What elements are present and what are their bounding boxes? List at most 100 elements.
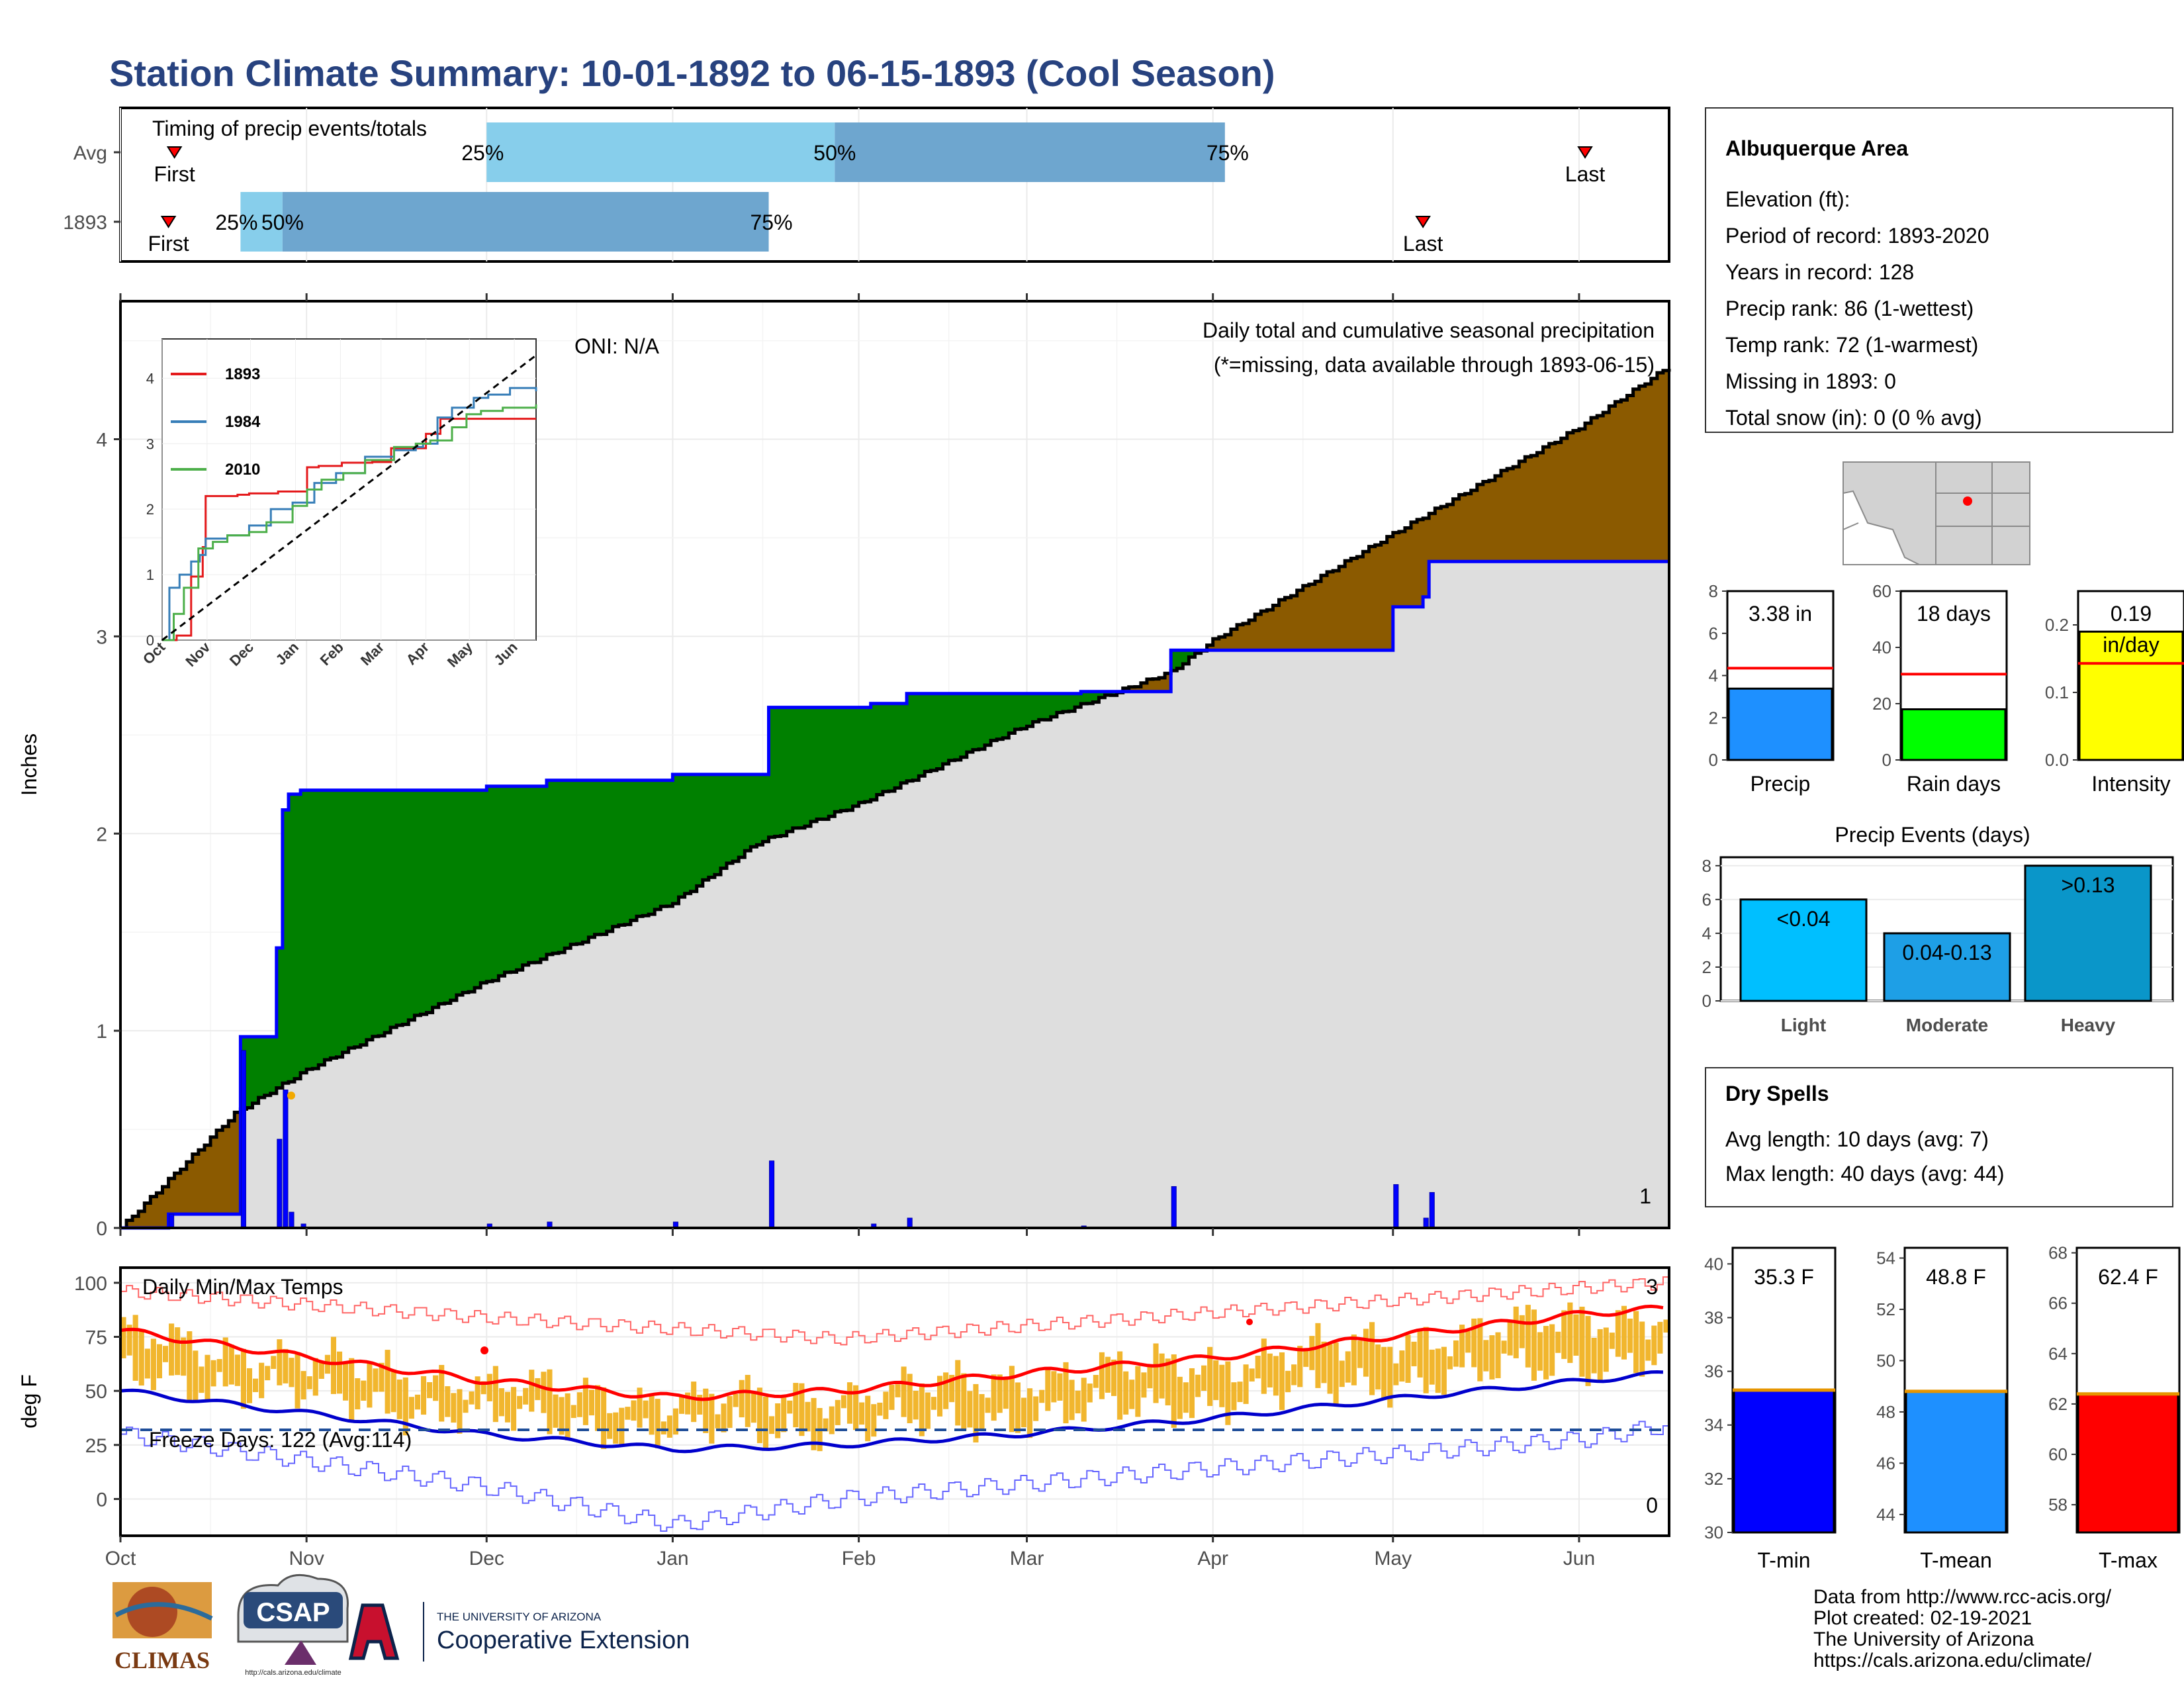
- daily-temp-bar: [559, 1397, 565, 1435]
- average-cumulative-line: [120, 369, 1671, 1230]
- daily-temp-bar: [187, 1331, 193, 1401]
- daily-temp-bar: [451, 1393, 457, 1423]
- daily-temp-bar: [985, 1397, 991, 1413]
- daily-precip-bar: [907, 1217, 913, 1229]
- last-label: Last: [1403, 232, 1443, 256]
- y-tick-label: 0: [96, 1218, 107, 1240]
- daily-temp-bar: [175, 1327, 181, 1376]
- daily-temp-bar: [1099, 1352, 1105, 1399]
- daily-temp-bar: [829, 1406, 835, 1434]
- precip-events-chart: Precip Events (days) 0 2 4 6 8 <0.04 Light 0.04-…: [1702, 823, 2174, 1035]
- y-tick-label: 0: [96, 1489, 107, 1511]
- daily-temp-bar: [469, 1391, 475, 1405]
- daily-temp-bar: [523, 1387, 529, 1405]
- daily-temp-bar: [541, 1372, 547, 1413]
- daily-temp-bar: [210, 1360, 216, 1387]
- temp-bar-tick-label: 38: [1704, 1307, 1723, 1327]
- footer-line: https://cals.arizona.edu/climate/: [1813, 1650, 2092, 1671]
- daily-temp-bar: [685, 1392, 691, 1415]
- daily-temp-bar: [169, 1323, 175, 1376]
- daily-temp-bar: [835, 1399, 841, 1425]
- y-tick-label: 25: [85, 1435, 107, 1457]
- daily-temp-bar: [1201, 1365, 1207, 1391]
- daily-temp-bar: [805, 1401, 811, 1432]
- daily-temp-bar: [1189, 1368, 1195, 1419]
- svg-text:http://cals.arizona.edu/climat: http://cals.arizona.edu/climate: [245, 1669, 341, 1677]
- timing-q50-label: 50%: [813, 141, 856, 165]
- svg-text:CSAP: CSAP: [256, 1598, 330, 1627]
- daily-temp-bar: [1153, 1343, 1159, 1403]
- events-tick-label: 6: [1702, 890, 1711, 910]
- daily-temp-bar: [253, 1378, 259, 1393]
- daily-temp-bar: [1375, 1344, 1381, 1390]
- daily-temp-bar: [1459, 1325, 1465, 1368]
- temp-chart-frame: [119, 1266, 1670, 1537]
- daily-temp-bar: [1081, 1378, 1087, 1422]
- daily-temp-bar: [721, 1403, 727, 1432]
- daily-temp-bar: [666, 1415, 672, 1438]
- daily-temp-bar: [655, 1399, 660, 1448]
- temp-bar-tick-label: 66: [2048, 1293, 2068, 1313]
- daily-temp-bar: [901, 1366, 907, 1417]
- daily-precip-bar: [277, 1139, 283, 1229]
- daily-temp-bar: [402, 1377, 408, 1436]
- daily-temp-bar: [1087, 1383, 1093, 1403]
- daily-temp-bar: [1333, 1342, 1339, 1407]
- daily-temp-bar: [1519, 1315, 1525, 1348]
- daily-temp-bar: [823, 1418, 829, 1432]
- timing-q75-label: 75%: [751, 211, 793, 234]
- x-tick-label: Apr: [1197, 1548, 1228, 1570]
- events-bar: [1739, 898, 1868, 1002]
- x-tick-label: Jun: [1563, 1548, 1595, 1570]
- daily-temp-bar: [570, 1405, 576, 1419]
- max-daily-marker: [287, 1092, 295, 1100]
- daily-temp-bar: [343, 1361, 349, 1401]
- daily-temp-bar: [1063, 1362, 1069, 1424]
- daily-temp-bar: [246, 1368, 253, 1403]
- daily-temp-bar: [1027, 1388, 1033, 1438]
- temp-bar-tick-label: 54: [1876, 1248, 1895, 1268]
- daily-precip-bar: [1393, 1184, 1399, 1229]
- daily-temp-bar: [607, 1413, 613, 1439]
- daily-temp-bar: [1129, 1380, 1135, 1409]
- main-ylabel: Inches: [17, 733, 41, 796]
- daily-temp-bar: [1249, 1368, 1255, 1382]
- daily-temp-bar: [1483, 1340, 1489, 1372]
- daily-temp-bar: [162, 1346, 169, 1362]
- daily-temp-bar: [1303, 1349, 1309, 1367]
- y-tick-label: 100: [74, 1273, 107, 1295]
- daily-temp-bar: [1345, 1351, 1351, 1383]
- daily-temp-bar: [234, 1354, 240, 1386]
- daily-temp-bar: [895, 1384, 901, 1397]
- daily-temp-bar: [295, 1352, 300, 1409]
- daily-temp-bar: [853, 1385, 859, 1430]
- events-bar-label: 0.04-0.13: [1902, 941, 1991, 964]
- daily-temp-bar: [277, 1339, 283, 1385]
- daily-temp-bar: [1525, 1305, 1531, 1368]
- page-title: Station Climate Summary: 10-01-1892 to 0…: [109, 52, 1275, 94]
- daily-temp-bar: [1597, 1329, 1603, 1380]
- university-arizona-logo: THE UNIVERSITY OF ARIZONA Cooperative Ex…: [348, 1602, 690, 1662]
- daily-temp-bar: [1339, 1360, 1345, 1387]
- daily-temp-bar: [907, 1374, 913, 1424]
- daily-temp-bar: [199, 1366, 205, 1393]
- daily-temp-bar: [1603, 1327, 1609, 1372]
- daily-temp-bar: [769, 1416, 775, 1434]
- temp-bar-label: T-min: [1758, 1548, 1811, 1572]
- daily-temp-bar: [504, 1391, 511, 1423]
- daily-temp-bar: [1075, 1390, 1081, 1414]
- daily-temp-bar: [1531, 1309, 1537, 1381]
- station-location-marker: [1963, 496, 1972, 506]
- mini-tick-label: 40: [1872, 637, 1891, 657]
- daily-precip-bar: [169, 1213, 175, 1229]
- daily-temp-bar: [1381, 1346, 1387, 1400]
- daily-temp-bar: [385, 1350, 390, 1414]
- daily-temp-bar: [1315, 1323, 1321, 1388]
- temp-bar-tick-label: 64: [2048, 1344, 2068, 1364]
- temp-bar-tick-label: 52: [1876, 1299, 1895, 1319]
- inset-y-tick-label: 2: [146, 501, 154, 518]
- daily-temp-bar: [265, 1366, 271, 1381]
- mini-bar-label: Precip: [1751, 772, 1811, 796]
- daily-temp-bar: [913, 1391, 919, 1420]
- timing-q50-label: 50%: [261, 211, 304, 234]
